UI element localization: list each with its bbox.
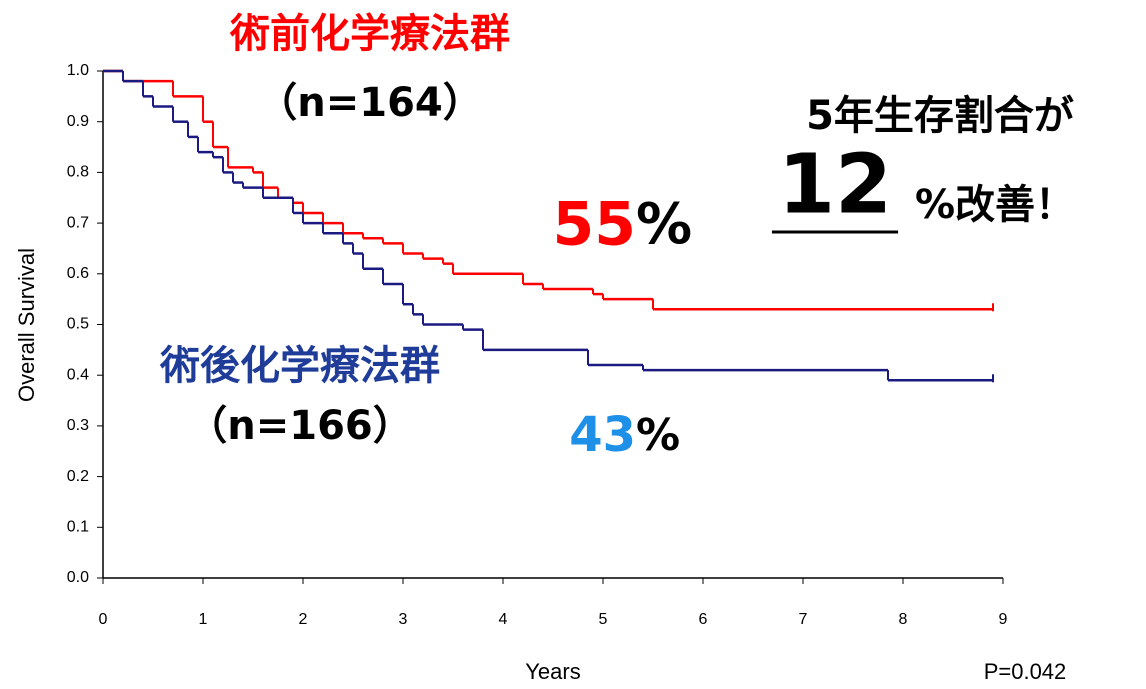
x-tick-label: 7 — [799, 611, 808, 628]
x-tick-label: 5 — [599, 611, 608, 628]
y-tick-label: 0.3 — [67, 417, 89, 434]
annotation: 術後化学療法群 — [159, 343, 440, 389]
annotation: 43 — [569, 407, 636, 463]
x-tick-label: 9 — [999, 611, 1008, 628]
annotation: % — [636, 410, 680, 461]
annotation: % — [636, 192, 692, 257]
annotation: 5年生存割合が — [806, 93, 1074, 139]
x-axis-label: Years — [525, 659, 580, 684]
annotation: （n=164） — [257, 80, 483, 126]
annotation: P=0.042 — [984, 659, 1067, 684]
x-tick-label: 2 — [299, 611, 308, 628]
y-axis-label: Overall Survival — [14, 248, 39, 402]
annotation: 55 — [553, 190, 637, 260]
y-tick-label: 1.0 — [67, 62, 89, 79]
annotation: 12 — [778, 137, 892, 232]
x-tick-label: 8 — [899, 611, 908, 628]
x-tick-label: 0 — [99, 611, 108, 628]
annotation: （n=166） — [187, 403, 413, 449]
x-tick-label: 1 — [199, 611, 208, 628]
y-tick-label: 0.4 — [67, 366, 89, 383]
x-tick-label: 4 — [499, 611, 508, 628]
y-tick-label: 0.1 — [67, 519, 89, 536]
y-tick-label: 0.6 — [67, 265, 89, 282]
x-tick-label: 3 — [399, 611, 408, 628]
y-tick-label: 0.7 — [67, 214, 89, 231]
annotation: 術前化学療法群 — [229, 11, 510, 57]
x-tick-label: 6 — [699, 611, 708, 628]
y-tick-label: 0.5 — [67, 316, 89, 333]
y-tick-label: 0.0 — [67, 569, 89, 586]
y-tick-label: 0.9 — [67, 113, 89, 130]
y-tick-label: 0.8 — [67, 164, 89, 181]
y-tick-label: 0.2 — [67, 468, 89, 485]
annotation: %改善！ — [915, 182, 1075, 228]
